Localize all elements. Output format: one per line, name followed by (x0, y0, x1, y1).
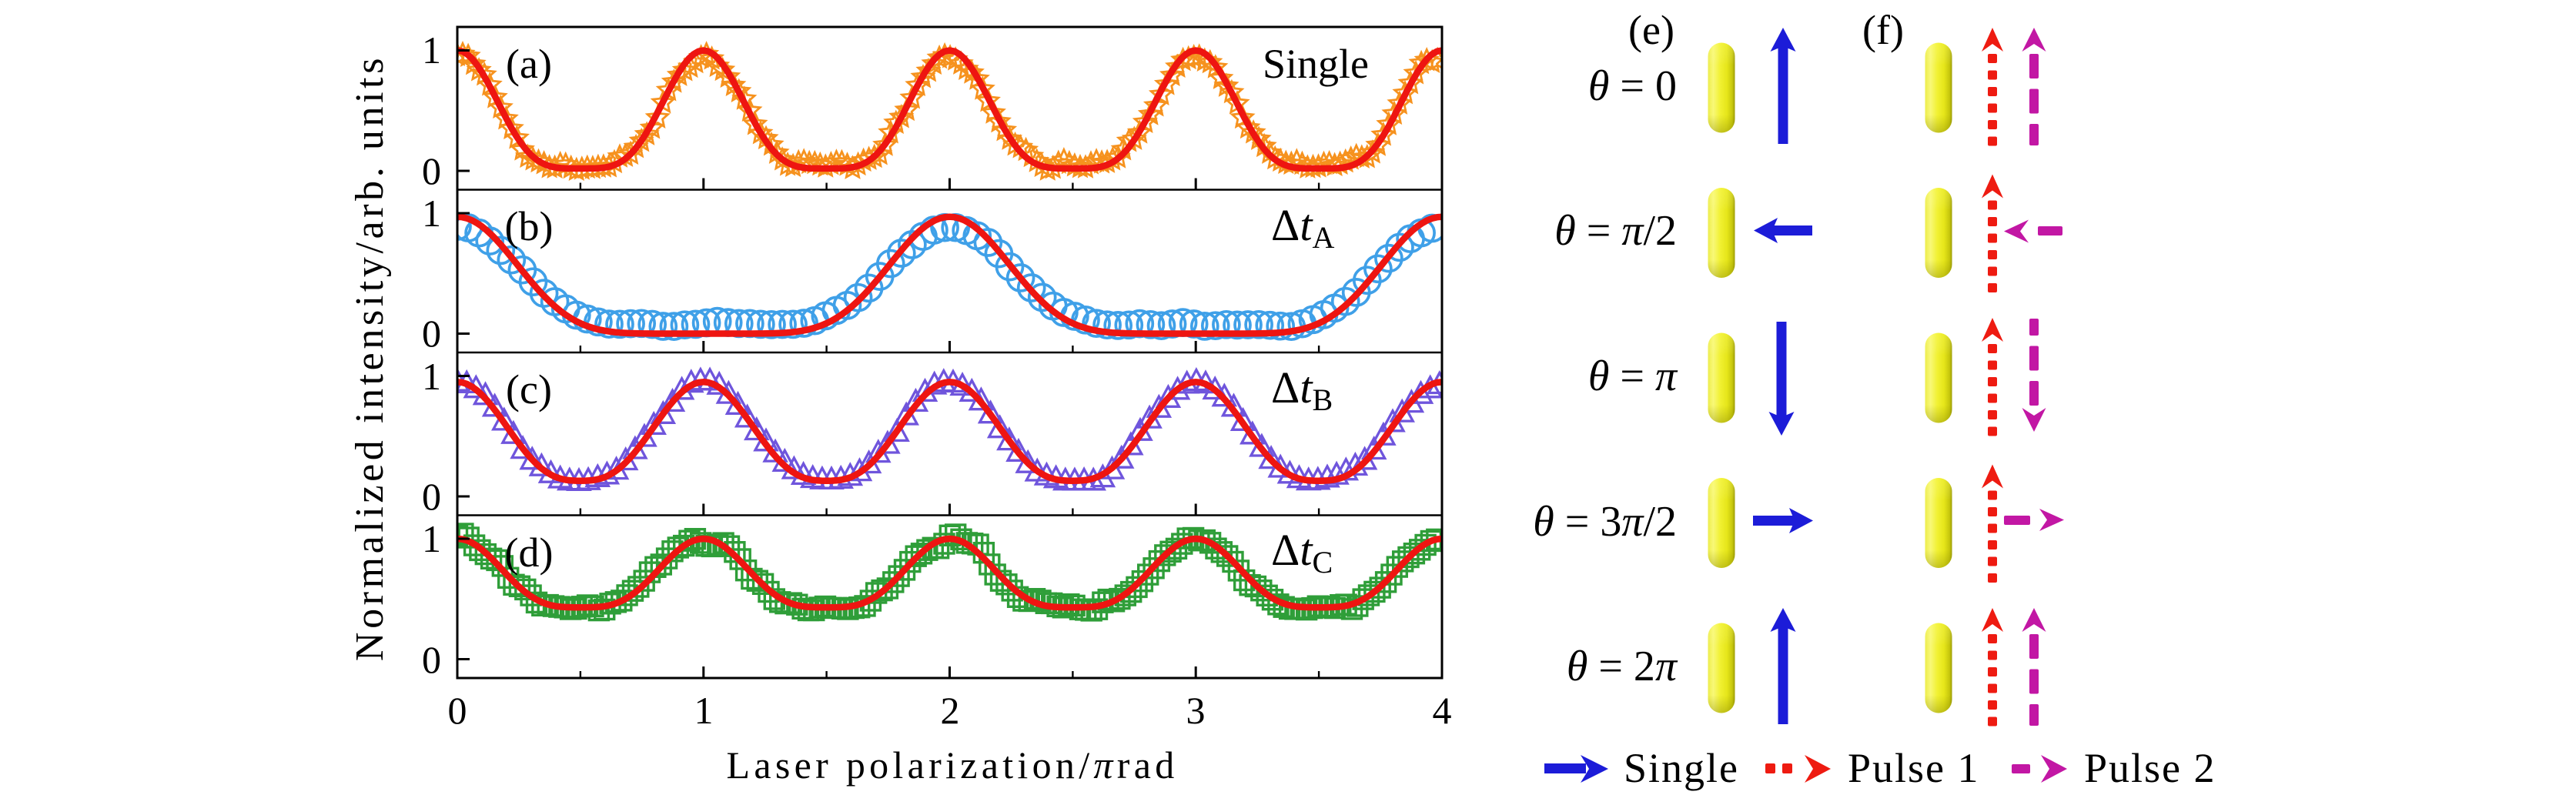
svg-text:ΔtC: ΔtC (1271, 525, 1333, 580)
svg-text:ΔtB: ΔtB (1271, 362, 1333, 417)
svg-text:0: 0 (422, 475, 441, 518)
svg-text:3: 3 (1186, 689, 1206, 732)
svg-text:1: 1 (422, 355, 441, 398)
svg-text:θ = 0: θ = 0 (1588, 62, 1677, 110)
svg-text:θ = 2π: θ = 2π (1567, 643, 1678, 690)
svg-text:(b): (b) (505, 203, 554, 249)
svg-text:Pulse 2: Pulse 2 (2084, 745, 2216, 791)
svg-text:4: 4 (1433, 689, 1452, 732)
svg-text:(d): (d) (505, 529, 554, 576)
svg-text:Normalized intensity/arb. unit: Normalized intensity/arb. units (348, 55, 392, 661)
svg-text:Pulse 1: Pulse 1 (1848, 745, 1980, 791)
svg-text:(c): (c) (506, 366, 552, 413)
svg-text:θ = π/2: θ = π/2 (1554, 207, 1677, 255)
svg-text:(a): (a) (506, 41, 552, 87)
svg-text:0: 0 (422, 149, 441, 192)
svg-text:2: 2 (941, 689, 960, 732)
svg-text:1: 1 (422, 28, 441, 72)
svg-text:0: 0 (448, 689, 467, 732)
svg-text:1: 1 (422, 192, 441, 235)
svg-text:(e): (e) (1628, 7, 1674, 53)
svg-text:θ = 3π/2: θ = 3π/2 (1533, 498, 1677, 546)
svg-text:1: 1 (422, 517, 441, 560)
svg-text:Single: Single (1624, 745, 1739, 791)
svg-text:1: 1 (694, 689, 714, 732)
svg-text:0: 0 (422, 312, 441, 355)
svg-text:0: 0 (422, 638, 441, 681)
svg-text:θ = π: θ = π (1588, 352, 1678, 400)
svg-text:(f): (f) (1862, 7, 1904, 53)
svg-text:Single: Single (1263, 41, 1369, 87)
svg-text:Laser polarization/πrad: Laser polarization/πrad (726, 743, 1178, 787)
